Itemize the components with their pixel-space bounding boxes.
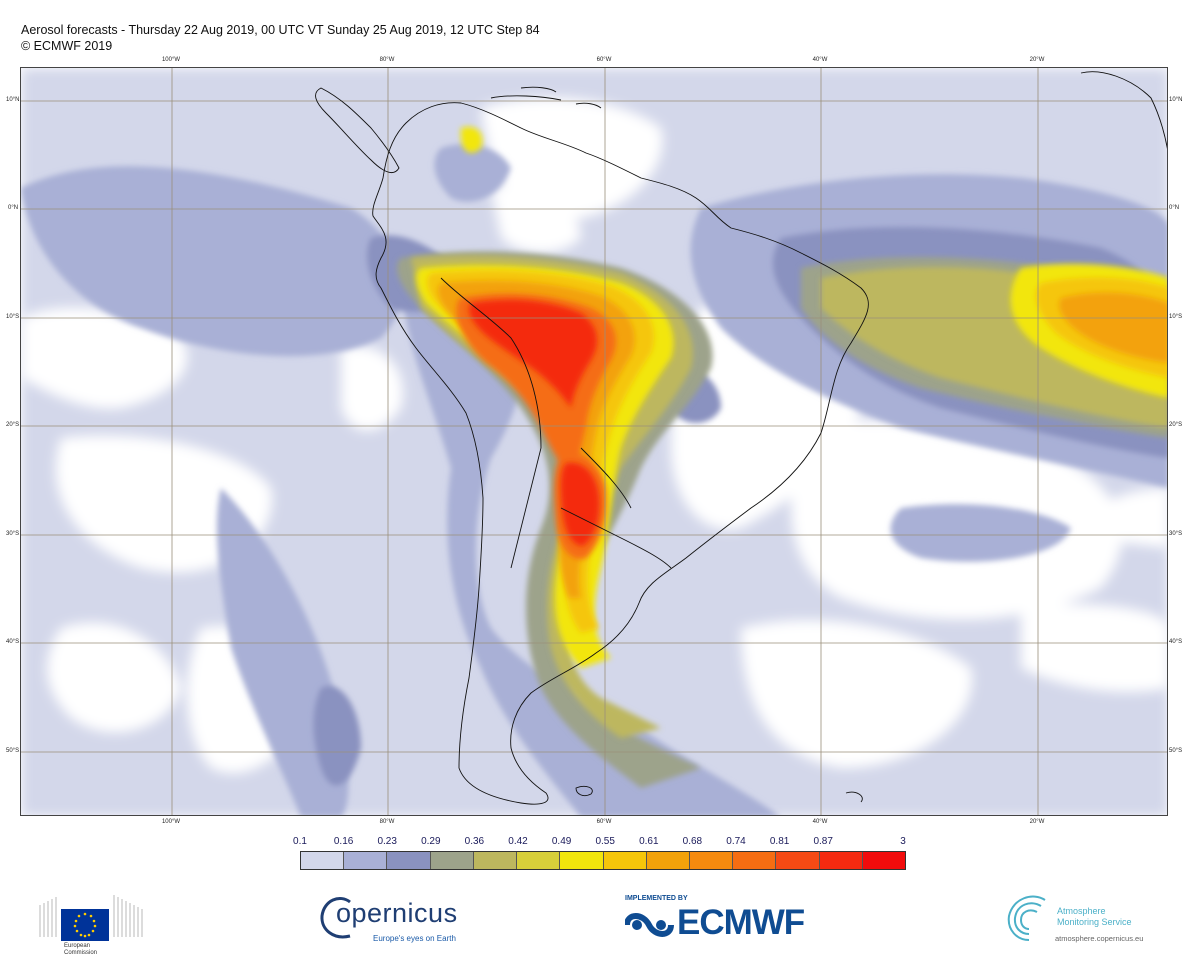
colorbar xyxy=(300,851,906,870)
copernicus-c-icon xyxy=(320,897,351,939)
lat-label-right-10s: 10°S xyxy=(1169,314,1183,320)
colorbar-tick: 0.68 xyxy=(682,836,703,847)
falklands xyxy=(575,785,593,797)
lon-label-top-40w: 40°W xyxy=(812,57,828,63)
andes-border xyxy=(440,277,672,569)
copyright-text: © ECMWF 2019 xyxy=(21,39,113,53)
colorbar-swatch xyxy=(733,852,777,869)
lat-label-left-50s: 50°S xyxy=(6,748,20,754)
aerosol-map[interactable] xyxy=(20,67,1168,816)
aerosol-band-red xyxy=(468,299,600,546)
eu-logo-line1: European xyxy=(64,943,91,949)
lon-label-bottom-80w: 80°W xyxy=(379,819,395,825)
ecmwf-implemented-by: IMPLEMENTED BY xyxy=(625,895,688,902)
lat-label-left-40s: 40°S xyxy=(6,639,20,645)
lat-label-right-0n: 0°N xyxy=(1169,205,1180,211)
clean-air-patches xyxy=(21,97,1167,774)
cams-url: atmosphere.copernicus.eu xyxy=(1055,934,1144,943)
graticule xyxy=(21,68,1167,815)
colorbar-tick: 0.81 xyxy=(769,836,790,847)
colorbar-tick: 0.1 xyxy=(293,836,307,847)
south-america-coast xyxy=(372,102,869,805)
atmosphere-monitoring-service-logo[interactable]: Atmosphere Monitoring Service atmosphere… xyxy=(1005,892,1165,948)
lat-label-left-20s: 20°S xyxy=(6,422,20,428)
lon-label-bottom-40w: 40°W xyxy=(812,819,828,825)
copernicus-tagline: Europe's eyes on Earth xyxy=(373,934,456,943)
colorbar-swatch xyxy=(517,852,561,869)
caribbean-islands xyxy=(490,86,602,109)
colorbar-swatch xyxy=(344,852,388,869)
european-commission-logo[interactable]: European Commission xyxy=(38,885,148,965)
colorbar-tick: 0.49 xyxy=(551,836,572,847)
colorbar-tick: 3 xyxy=(900,836,906,847)
colorbar-tick: 0.55 xyxy=(595,836,615,847)
colorbar-swatch xyxy=(560,852,604,869)
colorbar-tick: 0.74 xyxy=(726,836,746,847)
copernicus-wordmark: opernicus xyxy=(336,898,458,928)
lat-label-left-10n: 10°N xyxy=(6,97,20,103)
lon-label-top-60w: 60°W xyxy=(596,57,612,63)
colorbar-swatch xyxy=(819,852,863,869)
map-title: Aerosol forecasts - Thursday 22 Aug 2019… xyxy=(21,22,540,54)
ecmwf-wave-icon xyxy=(625,913,674,937)
georgia-island xyxy=(845,791,863,803)
aerosol-field xyxy=(21,68,1167,815)
colorbar-ticks: 0.1 0.16 0.23 0.29 0.36 0.42 0.49 0.55 0… xyxy=(293,836,906,850)
colorbar-swatch xyxy=(603,852,647,869)
cams-title: Atmosphere Monitoring Service xyxy=(1057,906,1132,928)
lon-label-bottom-100w: 100°W xyxy=(161,819,181,825)
colorbar-tick: 0.29 xyxy=(421,836,441,847)
lon-label-bottom-20w: 20°W xyxy=(1029,819,1045,825)
colorbar-tick: 0.42 xyxy=(508,836,528,847)
colorbar-tick: 0.87 xyxy=(813,836,833,847)
lon-label-top-80w: 80°W xyxy=(379,57,395,63)
central-america-coast xyxy=(315,87,400,173)
colorbar-swatch xyxy=(387,852,431,869)
colorbar-swatch xyxy=(862,852,906,869)
eu-logo-text: European Commission xyxy=(64,943,97,957)
colorbar-tick: 0.36 xyxy=(464,836,485,847)
lon-label-bottom-60w: 60°W xyxy=(596,819,612,825)
eu-building-icon xyxy=(39,895,143,941)
lon-label-top-100w: 100°W xyxy=(161,57,181,63)
eu-logo-line2: Commission xyxy=(64,950,98,956)
forecast-title: Aerosol forecasts - Thursday 22 Aug 2019… xyxy=(21,23,540,37)
coastlines xyxy=(315,71,1167,805)
lat-label-right-40s: 40°S xyxy=(1169,639,1183,645)
ecmwf-logo[interactable]: IMPLEMENTED BY ECMWF xyxy=(625,893,825,945)
lat-label-left-0n: 0°N xyxy=(8,205,19,211)
lat-label-right-30s: 30°S xyxy=(1169,531,1183,537)
copernicus-logo[interactable]: opernicus Europe's eyes on Earth xyxy=(318,892,468,948)
lat-label-left-10s: 10°S xyxy=(6,314,20,320)
colorbar-swatch xyxy=(301,852,345,869)
colorbar-swatch xyxy=(646,852,690,869)
cams-line2: Monitoring Service xyxy=(1057,917,1132,927)
africa-coast xyxy=(1080,71,1167,149)
colorbar-swatch xyxy=(776,852,820,869)
cams-line1: Atmosphere xyxy=(1057,906,1106,916)
lat-label-right-10n: 10°N xyxy=(1169,97,1183,103)
colorbar-swatch xyxy=(430,852,474,869)
lat-label-right-20s: 20°S xyxy=(1169,422,1183,428)
colorbar-legend: 0.1 0.16 0.23 0.29 0.36 0.42 0.49 0.55 0… xyxy=(293,836,906,872)
colorbar-swatch xyxy=(689,852,734,869)
colorbar-tick: 0.23 xyxy=(377,836,397,847)
cams-rings-icon xyxy=(1007,895,1046,941)
colorbar-tick: 0.16 xyxy=(333,836,354,847)
lat-label-left-30s: 30°S xyxy=(6,531,20,537)
colorbar-tick: 0.61 xyxy=(639,836,659,847)
ecmwf-wordmark: ECMWF xyxy=(677,903,805,942)
colorbar-swatch xyxy=(473,852,518,869)
lat-label-right-50s: 50°S xyxy=(1169,748,1183,754)
lon-label-top-20w: 20°W xyxy=(1029,57,1045,63)
